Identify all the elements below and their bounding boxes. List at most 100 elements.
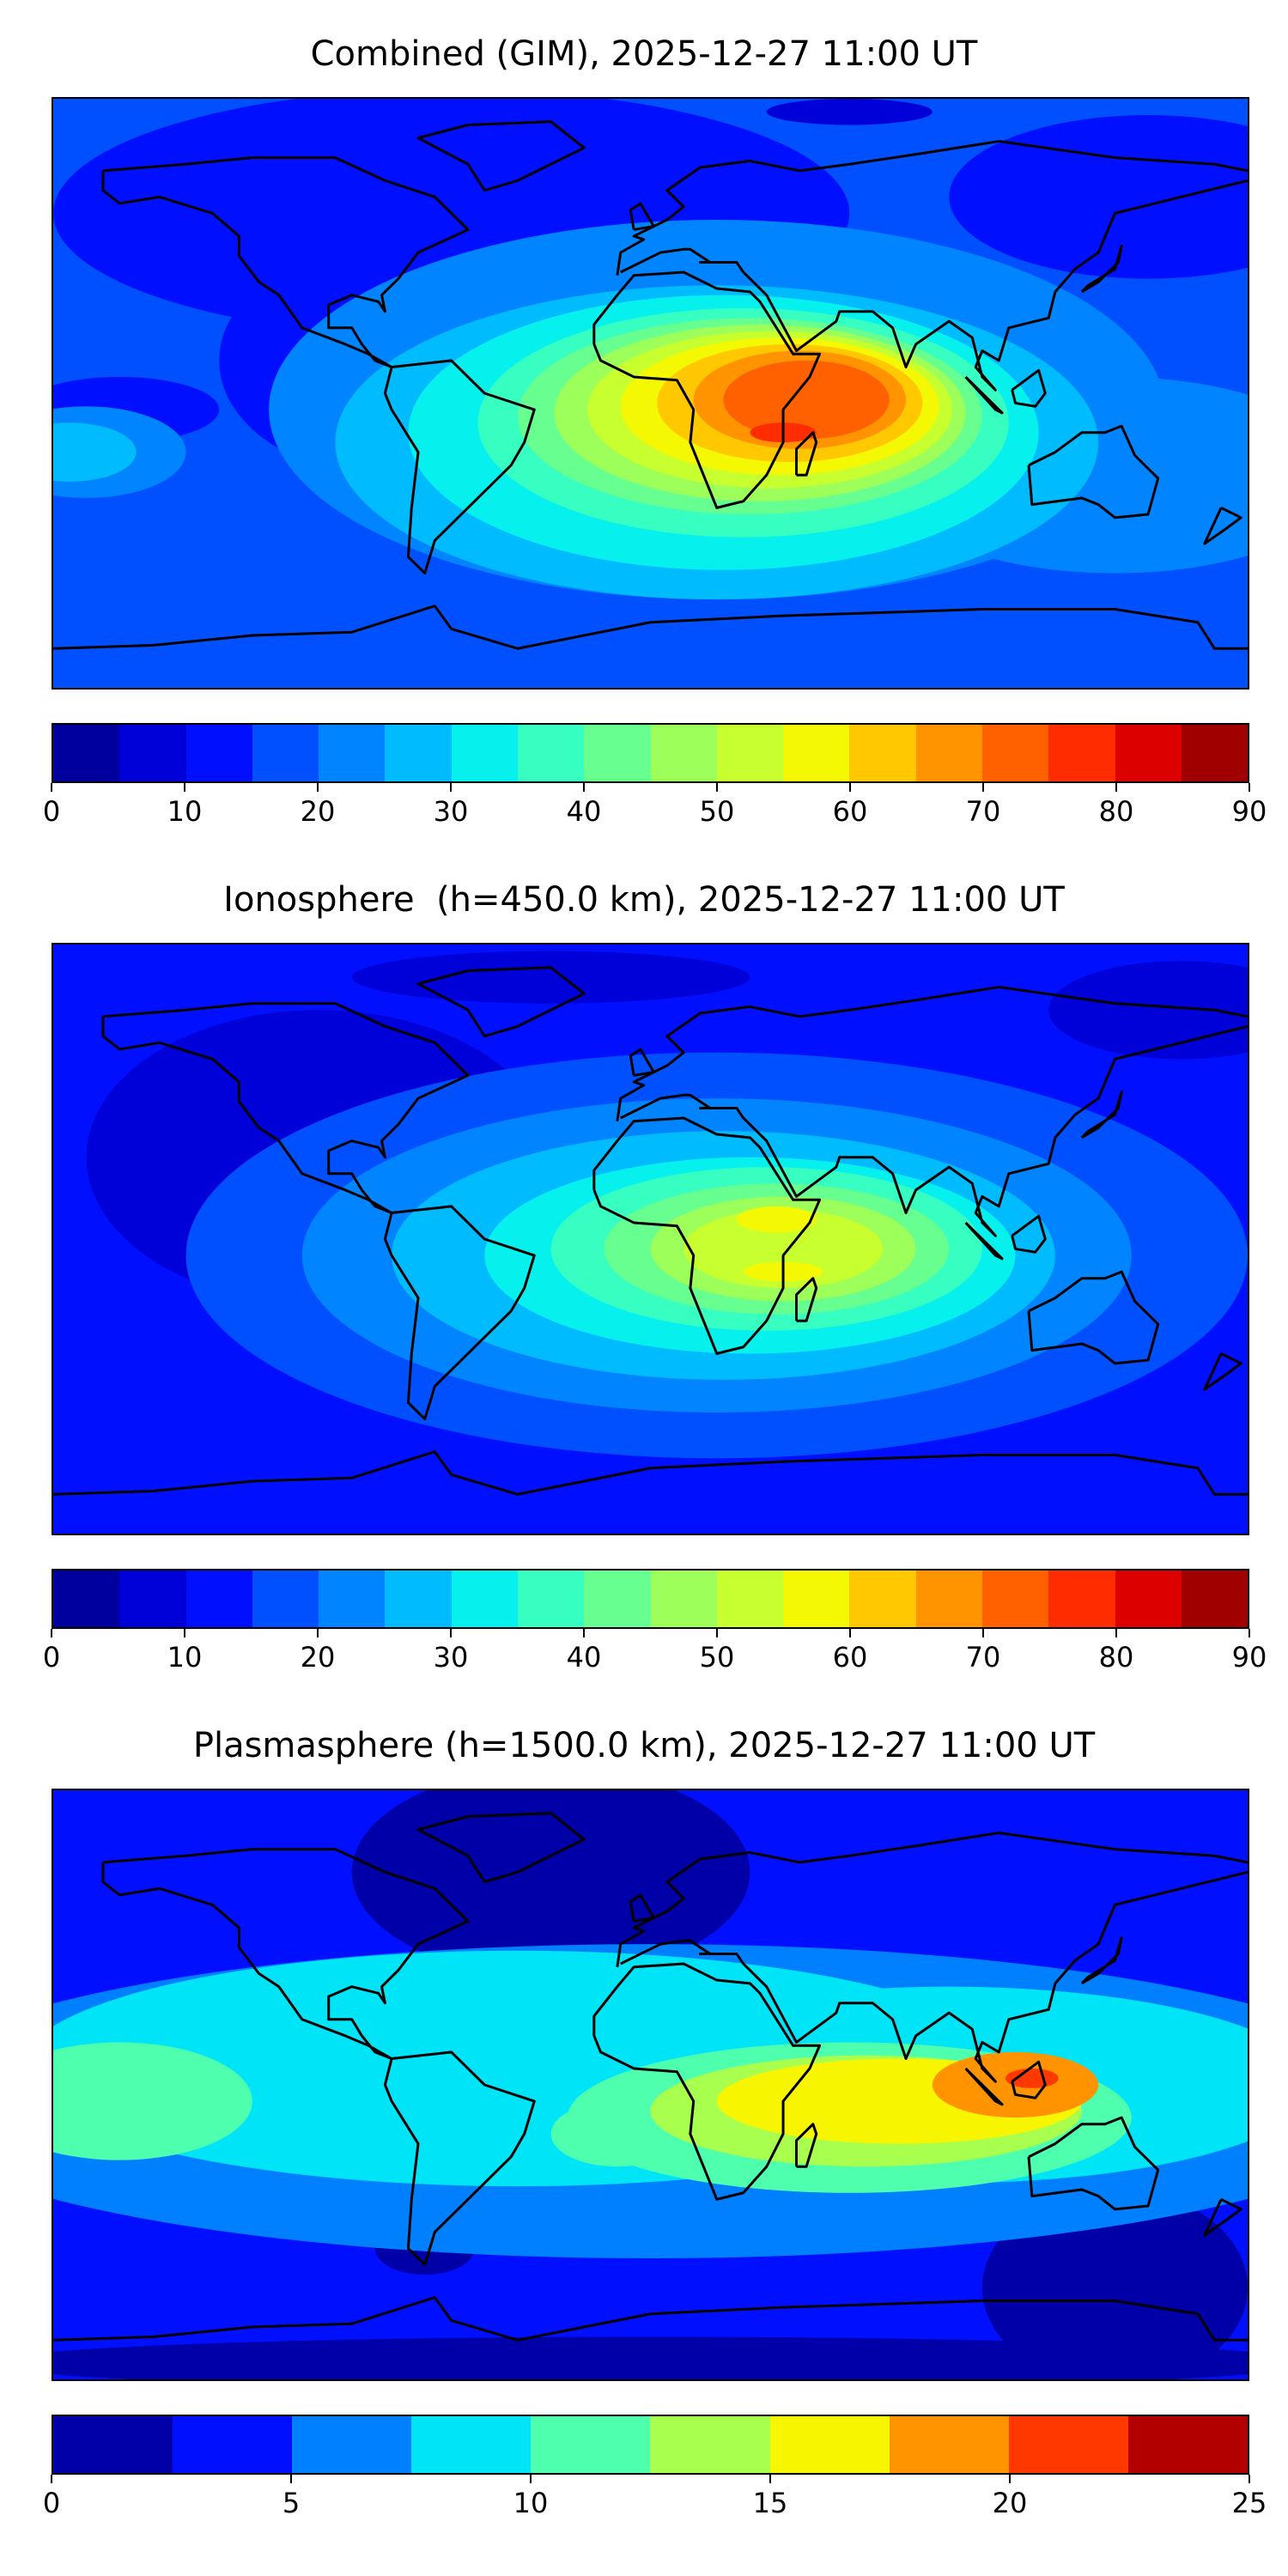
colorbar-ticks: 0 10 20 30 40 50 60 70 80 90 [43,783,1267,835]
colorbar-segment [53,725,120,781]
colorbar-segment [385,725,452,781]
coastline [1205,1353,1242,1389]
coastline [621,1026,1248,1236]
colorbar [52,723,1249,783]
tick-mark [530,2475,532,2483]
colorbar-segment [769,2416,890,2473]
tick-label: 80 [1098,1641,1134,1674]
colorbar-segment [716,725,784,781]
tick-label: 50 [699,795,735,828]
tick-label: 90 [1231,1641,1267,1674]
tick-mark [982,1629,984,1637]
colorbar-segment [1048,725,1115,781]
colorbar-segment [915,1571,982,1627]
colorbar-segment [292,2416,412,2473]
tick-mark [849,783,851,792]
tick-mark [183,1629,185,1637]
coastline [385,1206,534,1419]
colorbar-segment [1008,2416,1128,2473]
colorbar-segment [531,2416,651,2473]
colorbar-segment [451,1571,518,1627]
coastline [1205,507,1242,544]
coastline [1082,1092,1121,1138]
tick-label: 10 [167,795,203,828]
colorbar-segment [981,725,1049,781]
coastline [1012,370,1046,406]
tick-label: 70 [965,1641,1001,1674]
contour-level-1 [1048,961,1248,1060]
contour-level-1 [766,99,933,125]
coastline [594,272,820,507]
tick-mark [183,783,185,792]
tick-mark [51,2475,52,2483]
chart-title: Plasmasphere (h=1500.0 km), 2025-12-27 1… [192,1726,1096,1765]
tick-label: 30 [433,795,469,828]
tick-mark [716,1629,718,1637]
tick-mark [1009,2475,1011,2483]
coastline [1205,2199,1242,2235]
tick-label: 15 [752,2487,788,2519]
tick-mark [582,783,585,792]
tick-label: 40 [566,1641,602,1674]
panel-combined: Combined (GIM), 2025-12-27 11:00 UT 0 10 2… [0,0,1288,846]
colorbar-segment [889,2416,1009,2473]
coastline [630,1895,653,1921]
colorbar-segment [185,725,252,781]
tick-label: 20 [300,1641,336,1674]
coastline [966,1223,1003,1259]
coastline [103,1850,468,2059]
colorbar-segment [411,2416,532,2473]
coastline [53,2298,1248,2341]
colorbar-segment [319,1571,386,1627]
colorbar-segment [1181,725,1249,781]
tick-mark [849,1629,851,1637]
coastline [418,122,584,191]
contour-level-10 [683,1209,883,1289]
coastline [797,433,817,476]
coastline [1012,2062,1046,2098]
colorbar-segment [849,1571,916,1627]
colorbar-segment [119,1571,186,1627]
tick-mark [1249,783,1250,792]
colorbar-segment [650,1571,717,1627]
tick-mark [450,1629,452,1637]
coastline [966,377,1003,413]
tick-label: 30 [433,1641,469,1674]
colorbar-segment [981,1571,1049,1627]
colorbar-segment [319,725,386,781]
tick-mark [316,1629,319,1637]
coastline [103,1004,468,1213]
coastline [617,142,1248,276]
coastline [1082,1938,1121,1984]
colorbar-segment [783,725,850,781]
tick-mark [1249,2475,1250,2483]
tick-mark [290,2475,292,2483]
colorbar-segment [517,1571,585,1627]
tick-label: 25 [1231,2487,1267,2519]
coastline [594,1964,820,2199]
tick-label: 50 [699,1641,735,1674]
colorbar-segment [783,1571,850,1627]
coastline [617,1833,1248,1967]
tick-label: 40 [566,795,602,828]
coastline [630,1049,653,1075]
contour-level-1 [351,951,750,1004]
coastline [53,606,1248,649]
contour-level-2 [949,115,1248,279]
tick-mark [316,783,319,792]
tick-mark [51,783,52,792]
tick-label: 60 [832,795,868,828]
coastline [617,987,1248,1121]
colorbar-segment [584,1571,651,1627]
tick-label: 90 [1231,795,1267,828]
colorbar-segment [252,725,319,781]
panel-ionosphere: Ionosphere (h=450.0 km), 2025-12-27 11:0… [0,846,1288,1692]
colorbar-segment [849,725,916,781]
coastline [1029,1272,1158,1364]
colorbar-segment [915,725,982,781]
colorbar-segment [1048,1571,1115,1627]
contour-level-4 [550,2101,684,2167]
colorbar-segment [1127,2416,1248,2473]
coastline [418,968,584,1036]
colorbar-segment [185,1571,252,1627]
